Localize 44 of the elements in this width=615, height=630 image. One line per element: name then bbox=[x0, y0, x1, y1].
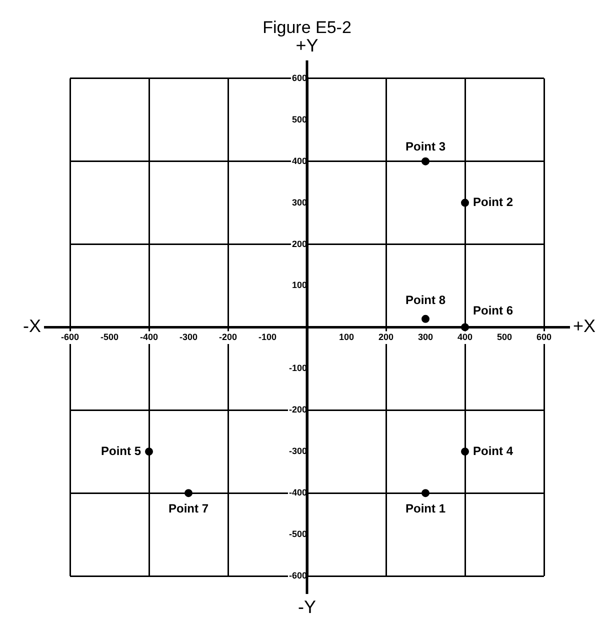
annotation: Point 5 bbox=[100, 444, 142, 458]
chart-title: Figure E5-2 bbox=[262, 18, 352, 37]
x-tick-label: -100 bbox=[258, 332, 277, 342]
text: -Y bbox=[298, 596, 316, 617]
text: +Y bbox=[296, 35, 318, 56]
annotation: Point 4 bbox=[473, 444, 514, 458]
y-tick-label: -300 bbox=[288, 446, 307, 456]
annotation: Point 7 bbox=[168, 501, 209, 516]
y-tick-label: -400 bbox=[288, 488, 307, 498]
x-tick-label: 400 bbox=[457, 332, 473, 342]
annotation: Point 8 bbox=[405, 293, 446, 308]
point bbox=[461, 198, 469, 207]
x-tick-label: -600 bbox=[60, 332, 80, 342]
x-tick-label: -200 bbox=[218, 332, 238, 342]
x-tick-label: 600 bbox=[536, 332, 552, 342]
annotation: Point 3 bbox=[405, 140, 446, 154]
point bbox=[422, 157, 430, 166]
y-tick-label: -600 bbox=[288, 570, 307, 580]
y-tick-label: 600 bbox=[292, 72, 307, 83]
annotation: Point 1 bbox=[405, 501, 446, 516]
text: +X bbox=[573, 316, 596, 336]
point bbox=[422, 314, 430, 323]
point bbox=[184, 489, 192, 498]
text: -X bbox=[23, 316, 41, 336]
y-tick-label: -100 bbox=[288, 363, 307, 374]
y-tick-label: -200 bbox=[288, 404, 307, 415]
annotation: Point 6 bbox=[473, 304, 514, 318]
x-tick-label: 200 bbox=[378, 332, 394, 342]
x-tick-label: 500 bbox=[496, 332, 512, 342]
y-tick-label: 400 bbox=[292, 156, 307, 166]
y-tick-label: -500 bbox=[288, 529, 307, 540]
point bbox=[145, 448, 153, 456]
y-tick-label: 100 bbox=[292, 280, 307, 290]
x-tick-label: 300 bbox=[418, 332, 434, 342]
x-tick-label: 100 bbox=[338, 332, 354, 342]
point bbox=[461, 448, 469, 456]
annotation: Point 2 bbox=[473, 195, 514, 210]
y-tick-label: 200 bbox=[292, 238, 307, 249]
x-tick-label: -500 bbox=[100, 332, 119, 342]
y-tick-label: 300 bbox=[292, 197, 307, 208]
point bbox=[422, 489, 430, 498]
x-tick-label: -400 bbox=[140, 332, 158, 342]
x-tick-label: -300 bbox=[179, 332, 198, 342]
y-tick-label: 500 bbox=[292, 114, 307, 124]
